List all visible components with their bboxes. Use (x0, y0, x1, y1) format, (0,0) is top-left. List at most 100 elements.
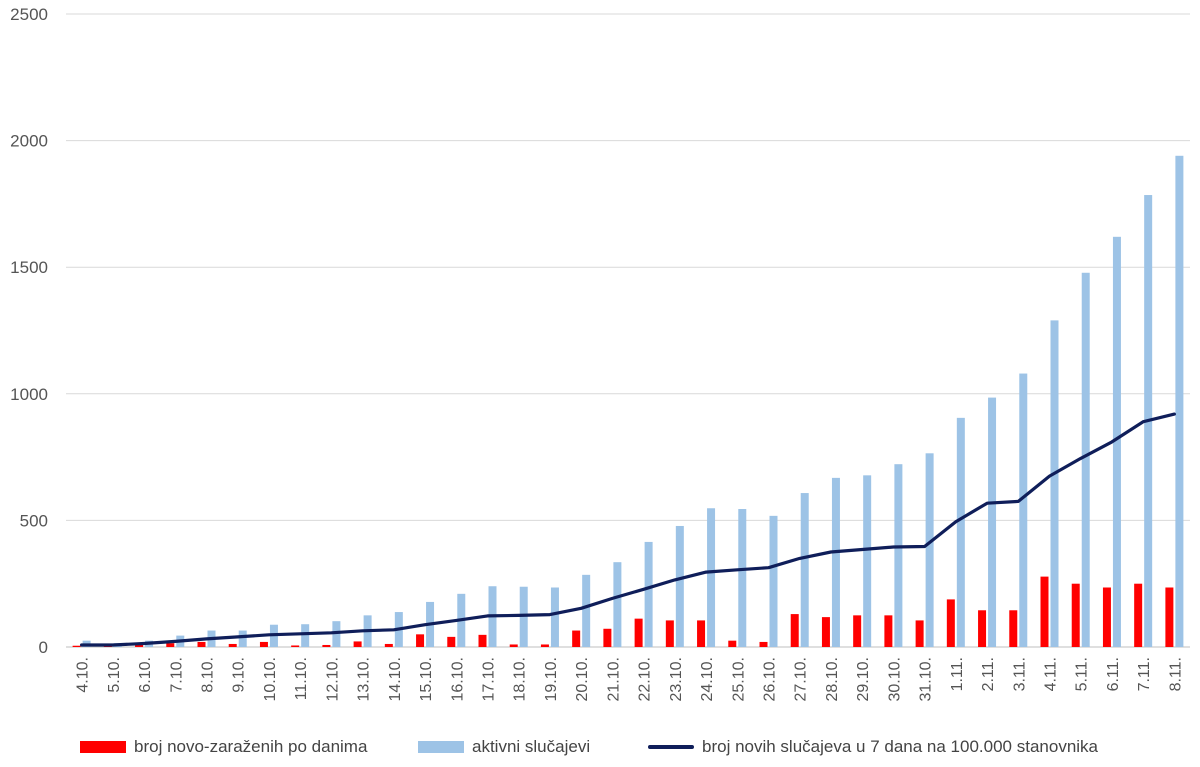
x-tick-label: 7.10. (168, 657, 185, 693)
y-tick-label: 1000 (10, 385, 48, 404)
bar-new-cases (540, 644, 549, 647)
bar-new-cases (447, 636, 456, 647)
bar-active-cases (863, 475, 872, 647)
bar-active-cases (332, 621, 341, 647)
bar-new-cases (1134, 583, 1143, 647)
x-tick-label: 8.10. (200, 657, 217, 693)
bar-new-cases (1071, 583, 1080, 647)
bar-active-cases (550, 587, 559, 647)
bar-active-cases (1019, 373, 1028, 647)
bar-new-cases (978, 610, 987, 647)
bar-new-cases (135, 644, 144, 647)
x-tick-label: 28.10. (824, 657, 841, 701)
bar-new-cases (353, 641, 362, 647)
x-tick-label: 29.10. (855, 657, 872, 701)
bar-new-cases (259, 641, 268, 647)
x-tick-label: 10.10. (262, 657, 279, 701)
x-tick-label: 12.10. (324, 657, 341, 701)
bar-active-cases (1050, 320, 1059, 647)
x-tick-label: 5.10. (106, 657, 123, 693)
x-tick-label: 5.11. (1074, 657, 1091, 691)
x-tick-label: 4.11. (1043, 657, 1060, 691)
x-tick-label: 4.10. (75, 657, 92, 693)
bar-new-cases (478, 634, 487, 647)
x-tick-label: 2.11. (980, 657, 997, 691)
bar-new-cases (884, 615, 893, 647)
legend-item-new-cases: broj novo-zaraženih po danima (80, 733, 367, 761)
bar-active-cases (831, 477, 840, 647)
bar-new-cases (103, 646, 112, 647)
bar-active-cases (1081, 272, 1090, 647)
bar-new-cases (915, 620, 924, 647)
bar-active-cases (988, 397, 997, 647)
x-tick-label: 20.10. (574, 657, 591, 701)
bar-new-cases (291, 645, 300, 647)
bar-active-cases (894, 464, 903, 647)
bar-new-cases (322, 644, 331, 647)
x-tick-label: 6.11. (1105, 657, 1122, 691)
legend-swatch-new-cases (80, 741, 126, 753)
bar-new-cases (509, 644, 518, 647)
bar-active-cases (582, 574, 591, 647)
x-tick-label: 13.10. (356, 657, 373, 701)
line-7day-rate (79, 412, 1177, 647)
x-tick-label: 1.11. (949, 657, 966, 691)
legend-label-new-cases: broj novo-zaraženih po danima (134, 737, 368, 756)
bar-active-cases (769, 515, 778, 647)
bar-new-cases (853, 615, 862, 647)
bar-new-cases (416, 634, 425, 647)
bar-new-cases (166, 643, 175, 647)
bar-new-cases (228, 643, 237, 647)
bar-active-cases (925, 453, 934, 647)
x-tick-label: 9.10. (231, 657, 248, 693)
x-tick-label: 30.10. (886, 657, 903, 701)
bar-active-cases (1175, 155, 1184, 648)
bar-new-cases (72, 645, 81, 647)
x-tick-label: 16.10. (449, 657, 466, 701)
x-tick-label: 27.10. (793, 657, 810, 701)
bar-new-cases (759, 641, 768, 647)
x-tick-label: 17.10. (481, 657, 498, 701)
x-tick-label: 31.10. (918, 657, 935, 701)
bar-active-cases (956, 417, 965, 647)
x-tick-label: 7.11. (1136, 657, 1153, 691)
bar-new-cases (665, 620, 674, 647)
y-tick-label: 2500 (10, 5, 48, 24)
x-tick-label: 3.11. (1011, 657, 1028, 691)
bar-active-cases (238, 630, 247, 647)
legend-label-active-cases: aktivni slučajevi (472, 737, 591, 756)
x-tick-label: 26.10. (762, 657, 779, 701)
y-tick-label: 0 (39, 638, 48, 657)
x-tick-label: 22.10. (637, 657, 654, 701)
bar-active-cases (800, 493, 809, 647)
bar-new-cases (603, 628, 612, 647)
x-tick-label: 21.10. (605, 657, 622, 701)
bar-active-cases (644, 541, 653, 647)
bar-new-cases (572, 630, 581, 647)
x-tick-label: 19.10. (543, 657, 560, 701)
x-tick-label: 8.11. (1167, 657, 1184, 691)
bar-new-cases (197, 641, 206, 647)
bar-new-cases (728, 640, 737, 647)
bar-active-cases (613, 562, 622, 647)
bar-new-cases (1009, 610, 1018, 647)
x-tick-label: 18.10. (512, 657, 529, 701)
x-tick-label: 24.10. (699, 657, 716, 701)
legend-item-7day-rate: broj novih slučajeva u 7 dana na 100.000… (648, 733, 1098, 761)
y-tick-label: 1500 (10, 258, 48, 277)
bar-active-cases (301, 624, 310, 647)
bar-new-cases (384, 643, 393, 647)
bar-new-cases (821, 617, 830, 647)
bar-active-cases (1112, 236, 1121, 648)
legend-label-7day-rate: broj novih slučajeva u 7 dana na 100.000… (702, 737, 1099, 756)
bar-active-cases (675, 525, 684, 647)
bar-active-cases (707, 508, 716, 647)
x-tick-label: 14.10. (387, 657, 404, 701)
x-tick-label: 11.10. (293, 657, 310, 700)
legend: broj novo-zaraženih po danima aktivni sl… (0, 733, 1200, 761)
x-tick-label: 15.10. (418, 657, 435, 701)
legend-swatch-7day-rate (648, 745, 694, 749)
bar-new-cases (946, 599, 955, 647)
bar-active-cases (738, 509, 747, 647)
legend-item-active-cases: aktivni slučajevi (418, 733, 590, 761)
